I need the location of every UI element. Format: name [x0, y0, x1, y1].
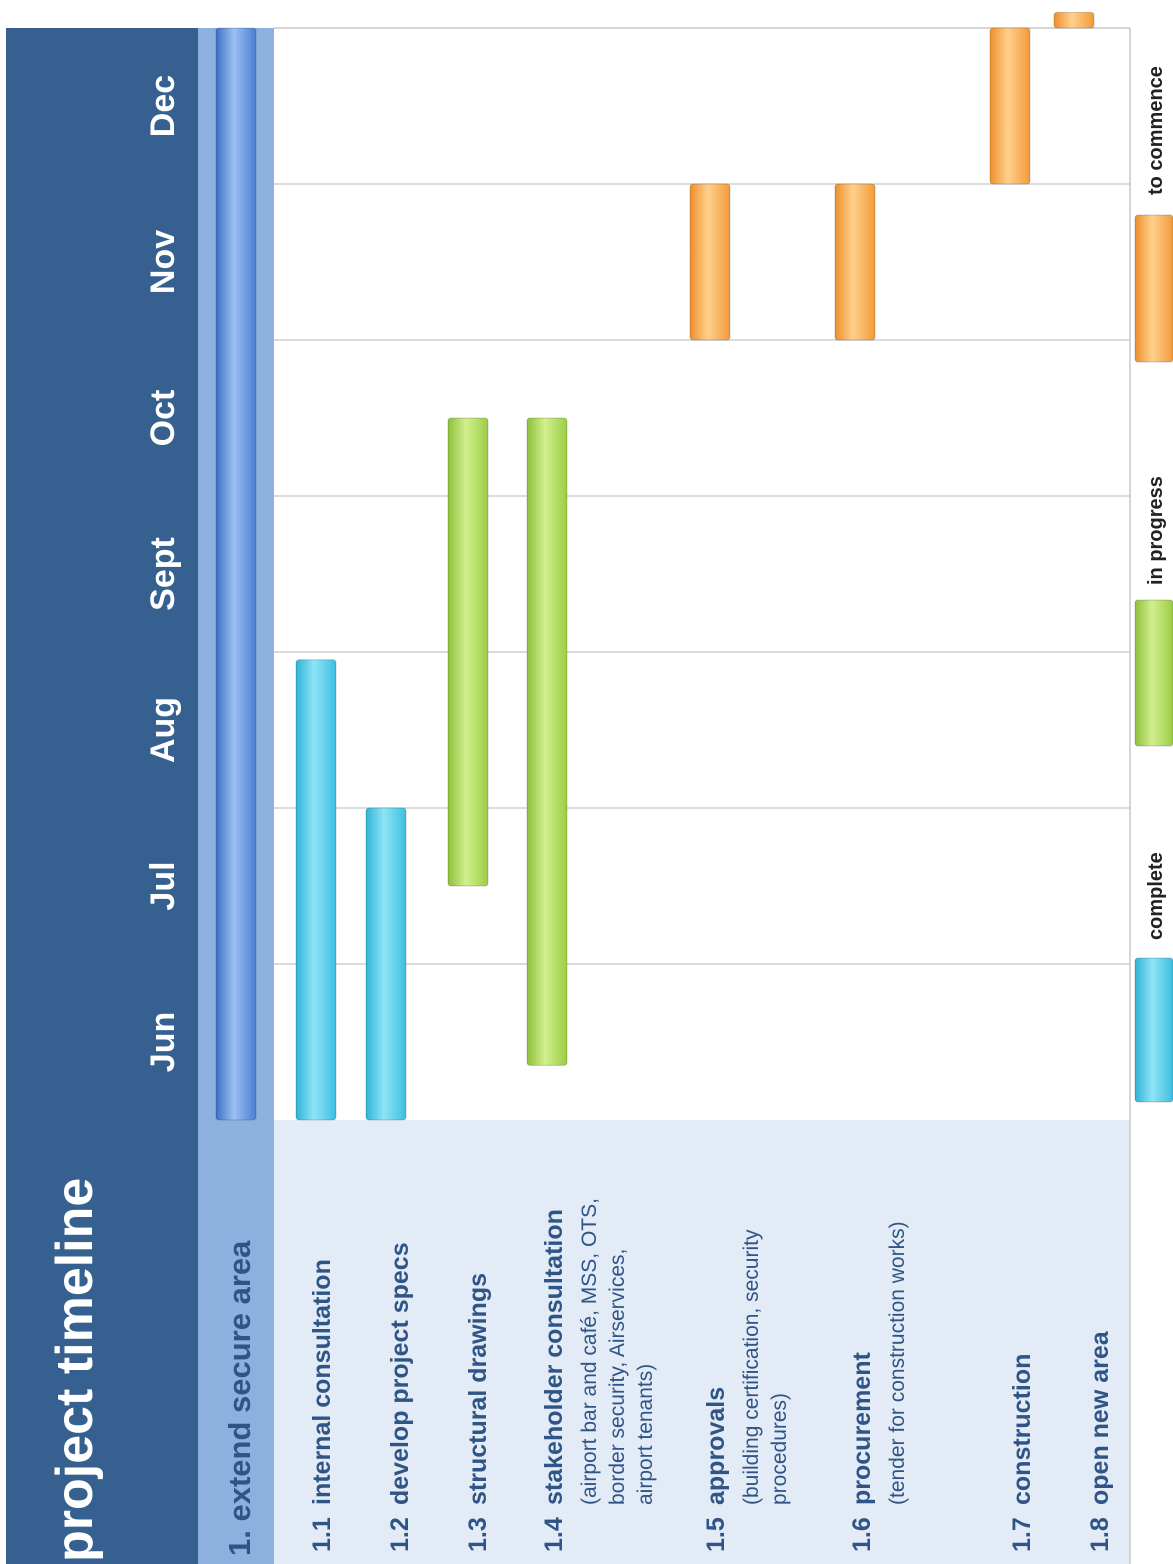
- task-label-panel: [274, 1120, 1130, 1564]
- task-bar: [295, 659, 337, 1121]
- task-note: procedures): [768, 1393, 791, 1505]
- month-label: Dec: [144, 75, 182, 137]
- task-bar: [689, 183, 731, 341]
- legend-swatch: [1134, 599, 1173, 747]
- gantt-bars: [215, 11, 1095, 1121]
- task-bar: [834, 183, 876, 341]
- task-bar: [447, 417, 489, 887]
- task-label: develop project specs: [386, 1242, 414, 1505]
- task-labels: 1.1 internal consultation 1.2 develop proje…: [308, 1198, 1114, 1552]
- task-label: procurement: [848, 1352, 876, 1505]
- month-label: Jul: [144, 861, 182, 910]
- legend-label: to commence: [1145, 66, 1167, 195]
- legend-label: complete: [1145, 852, 1167, 940]
- legend: complete in progress to commence: [1134, 66, 1173, 1103]
- section-label: 1. extend secure area: [222, 1240, 257, 1556]
- task-number: 1.4: [540, 1517, 568, 1552]
- month-labels: Jun Jul Aug Sept Oct Nov Dec: [144, 75, 182, 1072]
- task-label: approvals: [702, 1387, 730, 1505]
- task-note: airport tenants): [634, 1364, 657, 1505]
- task-note: (building certification, security: [740, 1229, 763, 1505]
- section-bar: [215, 27, 257, 1121]
- task-bar: [526, 417, 568, 1066]
- month-label: Sept: [144, 537, 182, 611]
- task-number: 1.5: [702, 1517, 730, 1552]
- task-number: 1.3: [464, 1517, 492, 1552]
- task-label: construction: [1008, 1354, 1036, 1505]
- page-title: project timeline: [46, 1178, 104, 1562]
- task-bar: [365, 807, 407, 1121]
- task-note: border security, Airservices,: [606, 1249, 629, 1505]
- legend-label: in progress: [1145, 476, 1167, 585]
- task-note: (airport bar and café, MSS, OTS,: [578, 1198, 601, 1505]
- task-label: stakeholder consultation: [540, 1209, 568, 1505]
- task-number: 1.1: [308, 1517, 336, 1552]
- task-number: 1.8: [1086, 1517, 1114, 1552]
- task-bar: [1053, 11, 1095, 29]
- legend-swatch: [1134, 214, 1173, 363]
- task-label: internal consultation: [308, 1259, 336, 1505]
- task-number: 1.6: [848, 1517, 876, 1552]
- task-label: open new area: [1086, 1330, 1114, 1505]
- month-label: Jun: [144, 1012, 182, 1072]
- month-label: Nov: [144, 230, 182, 294]
- task-label: structural drawings: [464, 1273, 492, 1505]
- task-note: (tender for construction works): [886, 1221, 909, 1505]
- task-number: 1.2: [386, 1517, 414, 1552]
- legend-swatch: [1134, 957, 1173, 1103]
- header-band: [6, 28, 198, 1564]
- month-label: Oct: [144, 390, 182, 447]
- month-label: Aug: [144, 697, 182, 763]
- task-bar: [989, 27, 1031, 185]
- task-number: 1.7: [1008, 1517, 1036, 1552]
